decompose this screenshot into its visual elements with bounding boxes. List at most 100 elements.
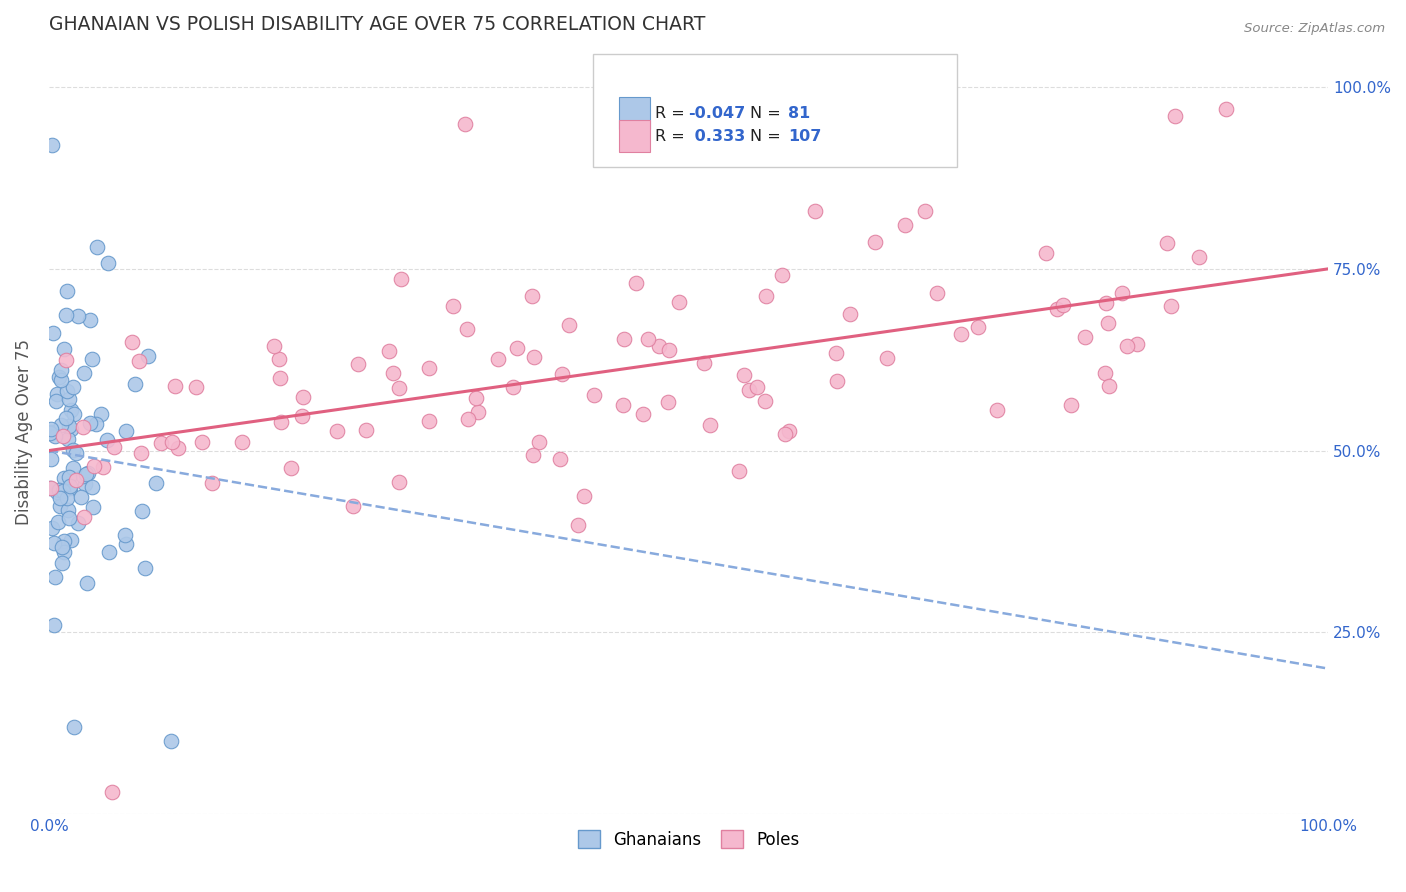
Point: [42, 326, 65, 340]
Point: [1094, 366, 1116, 380]
Point: [114, 424, 136, 438]
Point: [58, 432, 80, 446]
Point: [100, 785, 122, 799]
Text: N =: N =: [749, 128, 780, 144]
Point: [86, 240, 108, 254]
Point: [114, 537, 136, 551]
Text: Source: ZipAtlas.com: Source: ZipAtlas.com: [1244, 22, 1385, 36]
Point: [39, 426, 62, 441]
Point: [52, 545, 75, 559]
Point: [967, 320, 990, 334]
Point: [163, 379, 186, 393]
Point: [58, 419, 80, 434]
Point: [44, 428, 66, 442]
Point: [39, 422, 62, 436]
Point: [1098, 378, 1121, 392]
Point: [41, 521, 63, 535]
Point: [52, 484, 75, 499]
Point: [354, 423, 377, 437]
Point: [49, 363, 72, 377]
Point: [52, 471, 75, 485]
Point: [67, 310, 90, 324]
Point: [83, 458, 105, 473]
Point: [778, 425, 800, 439]
Point: [583, 388, 606, 402]
Point: [53, 342, 76, 356]
Point: [804, 203, 827, 218]
Text: R =: R =: [655, 128, 690, 144]
FancyBboxPatch shape: [620, 97, 650, 129]
Point: [1035, 246, 1057, 260]
Point: [91, 459, 114, 474]
FancyBboxPatch shape: [592, 54, 957, 167]
Point: [42, 618, 65, 632]
Point: [454, 116, 477, 130]
Point: [631, 408, 654, 422]
Point: [986, 402, 1008, 417]
Point: [98, 545, 121, 559]
Point: [1215, 102, 1237, 116]
FancyBboxPatch shape: [620, 120, 650, 153]
Point: [66, 516, 89, 531]
Point: [52, 429, 75, 443]
Point: [59, 481, 82, 495]
Point: [55, 491, 77, 505]
Point: [1052, 298, 1074, 312]
Point: [280, 460, 302, 475]
Point: [382, 366, 405, 380]
Point: [58, 470, 80, 484]
Point: [457, 411, 479, 425]
Point: [770, 268, 793, 282]
Point: [46, 387, 69, 401]
Text: GHANAIAN VS POLISH DISABILITY AGE OVER 75 CORRELATION CHART: GHANAIAN VS POLISH DISABILITY AGE OVER 7…: [49, 15, 706, 34]
Point: [51, 540, 73, 554]
Point: [612, 398, 634, 412]
Point: [42, 536, 65, 550]
Point: [70, 490, 93, 504]
Point: [124, 377, 146, 392]
Point: [150, 436, 173, 450]
Point: [388, 381, 411, 395]
Point: [82, 352, 104, 367]
Point: [418, 361, 440, 376]
Point: [49, 417, 72, 432]
Point: [65, 473, 87, 487]
Point: [747, 380, 769, 394]
Point: [160, 435, 183, 450]
Text: R =: R =: [655, 106, 690, 121]
Point: [523, 350, 546, 364]
Point: [733, 368, 755, 382]
Point: [291, 390, 314, 404]
Point: [865, 235, 887, 249]
Point: [73, 509, 96, 524]
Y-axis label: Disability Age Over 75: Disability Age Over 75: [15, 339, 32, 525]
Point: [131, 504, 153, 518]
Point: [567, 517, 589, 532]
Point: [325, 424, 347, 438]
Point: [121, 334, 143, 349]
Point: [59, 479, 82, 493]
Point: [387, 475, 409, 490]
Point: [894, 218, 917, 232]
Point: [456, 321, 478, 335]
Point: [1163, 109, 1185, 123]
Point: [1111, 286, 1133, 301]
Point: [72, 468, 94, 483]
Point: [522, 289, 544, 303]
Point: [44, 570, 66, 584]
Point: [184, 380, 207, 394]
Point: [49, 499, 72, 513]
Point: [269, 371, 291, 385]
Point: [657, 395, 679, 409]
Point: [59, 533, 82, 547]
Point: [527, 434, 550, 449]
Text: -0.047: -0.047: [689, 106, 745, 121]
Point: [96, 434, 118, 448]
Point: [48, 483, 70, 497]
Point: [58, 510, 80, 524]
Point: [727, 464, 749, 478]
Point: [160, 734, 183, 748]
Point: [77, 466, 100, 480]
Point: [558, 318, 581, 333]
Point: [270, 415, 292, 429]
